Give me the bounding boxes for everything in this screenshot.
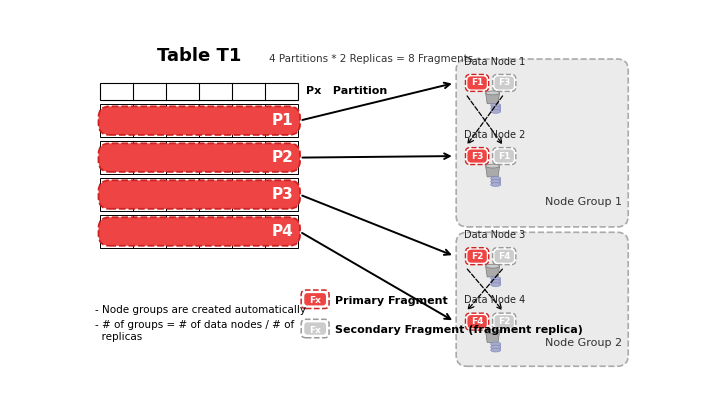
FancyBboxPatch shape (98, 217, 300, 246)
Text: replicas: replicas (95, 332, 142, 342)
Ellipse shape (491, 342, 501, 346)
Bar (100, 215, 298, 248)
Text: Table T1: Table T1 (157, 47, 241, 65)
FancyBboxPatch shape (495, 315, 514, 328)
Polygon shape (486, 93, 500, 104)
Text: Data Node 1: Data Node 1 (464, 57, 525, 67)
Polygon shape (486, 166, 500, 177)
Ellipse shape (491, 110, 501, 113)
Bar (491, 178, 501, 185)
Text: Data Node 2: Data Node 2 (464, 130, 526, 140)
FancyBboxPatch shape (456, 232, 628, 366)
FancyBboxPatch shape (492, 74, 515, 91)
Ellipse shape (491, 176, 501, 180)
Text: F2: F2 (471, 251, 483, 261)
Text: Node Group 2: Node Group 2 (545, 338, 622, 348)
Text: F4: F4 (498, 251, 510, 261)
Ellipse shape (491, 106, 501, 110)
FancyBboxPatch shape (456, 59, 628, 227)
FancyBboxPatch shape (495, 249, 514, 263)
Text: Data Node 3: Data Node 3 (464, 230, 525, 240)
Text: Secondary Fragment (fragment replica): Secondary Fragment (fragment replica) (335, 325, 583, 335)
FancyBboxPatch shape (466, 148, 489, 164)
Text: F3: F3 (471, 151, 483, 161)
Bar (491, 105, 501, 111)
Ellipse shape (491, 183, 501, 186)
Polygon shape (486, 266, 500, 277)
Bar (491, 344, 501, 350)
Text: Node Group 1: Node Group 1 (545, 197, 622, 207)
Text: Fx: Fx (309, 326, 321, 334)
FancyBboxPatch shape (98, 180, 300, 209)
Text: Fx: Fx (309, 296, 321, 305)
Text: F2: F2 (498, 317, 510, 326)
Text: Primary Fragment: Primary Fragment (335, 296, 448, 306)
Ellipse shape (486, 164, 500, 168)
FancyBboxPatch shape (466, 248, 489, 265)
FancyBboxPatch shape (466, 313, 489, 330)
Bar (100, 142, 298, 174)
Text: P1: P1 (272, 113, 294, 128)
FancyBboxPatch shape (467, 315, 487, 328)
Text: 4 Partitions * 2 Replicas = 8 Fragments: 4 Partitions * 2 Replicas = 8 Fragments (269, 54, 473, 63)
Ellipse shape (491, 283, 501, 287)
Ellipse shape (491, 276, 501, 281)
FancyBboxPatch shape (304, 322, 326, 335)
Ellipse shape (491, 103, 501, 107)
Ellipse shape (486, 330, 500, 334)
Ellipse shape (486, 91, 500, 95)
Ellipse shape (491, 180, 501, 183)
Bar (491, 278, 501, 285)
FancyBboxPatch shape (301, 290, 329, 308)
Text: F4: F4 (471, 317, 484, 326)
Ellipse shape (491, 348, 501, 352)
Text: P2: P2 (272, 150, 294, 165)
Text: Data Node 4: Data Node 4 (464, 295, 525, 305)
Text: F1: F1 (498, 151, 510, 161)
Text: F3: F3 (498, 78, 510, 88)
Text: - Node groups are created automatically: - Node groups are created automatically (95, 305, 306, 315)
FancyBboxPatch shape (495, 76, 514, 90)
FancyBboxPatch shape (467, 149, 487, 163)
FancyBboxPatch shape (467, 249, 487, 263)
Ellipse shape (491, 280, 501, 283)
FancyBboxPatch shape (98, 143, 300, 172)
Bar (100, 83, 298, 100)
FancyBboxPatch shape (492, 148, 515, 164)
FancyBboxPatch shape (492, 313, 515, 330)
FancyBboxPatch shape (466, 74, 489, 91)
Text: Px   Partition: Px Partition (306, 86, 387, 96)
Ellipse shape (491, 345, 501, 349)
FancyBboxPatch shape (301, 319, 329, 338)
Text: P4: P4 (272, 224, 294, 239)
FancyBboxPatch shape (467, 76, 487, 90)
Bar (100, 105, 298, 137)
Bar (100, 178, 298, 211)
Ellipse shape (486, 264, 500, 268)
Text: F1: F1 (471, 78, 483, 88)
Polygon shape (486, 332, 500, 342)
FancyBboxPatch shape (492, 248, 515, 265)
Text: - # of groups = # of data nodes / # of: - # of groups = # of data nodes / # of (95, 320, 294, 330)
Text: P3: P3 (272, 187, 294, 202)
FancyBboxPatch shape (304, 293, 326, 305)
FancyBboxPatch shape (98, 106, 300, 135)
FancyBboxPatch shape (495, 149, 514, 163)
